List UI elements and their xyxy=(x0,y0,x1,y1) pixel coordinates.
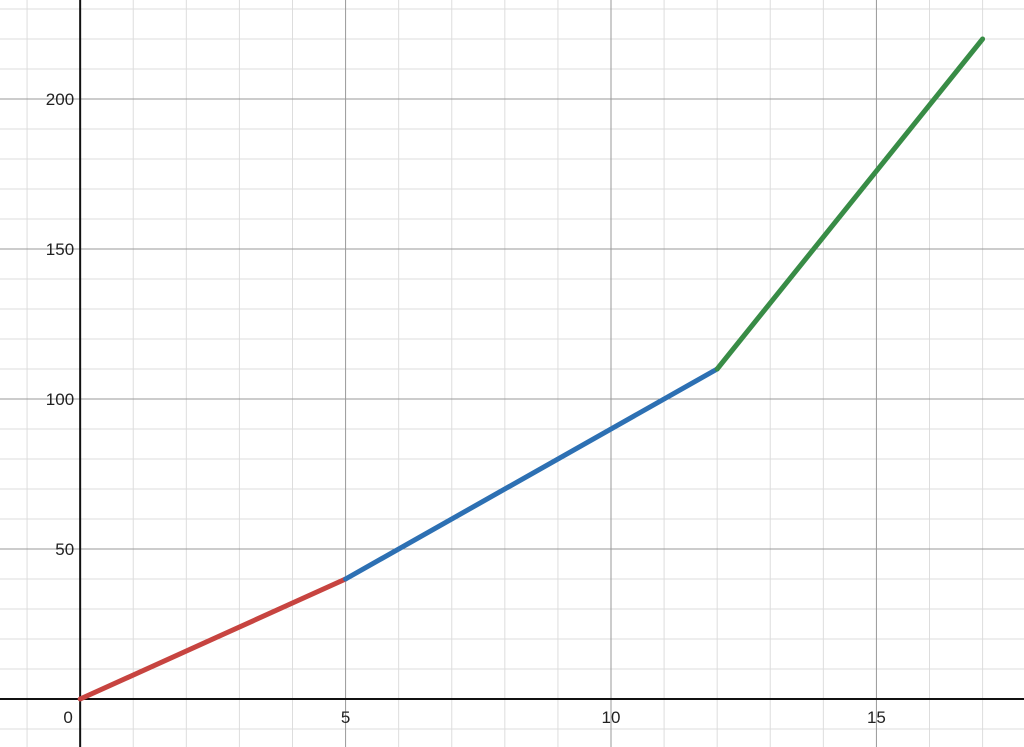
series-line-1[interactable] xyxy=(77,576,349,702)
tick-labels: 0 5 10 15 50 100 150 200 xyxy=(46,90,886,727)
series-line-3[interactable] xyxy=(714,36,986,372)
series-line-2[interactable] xyxy=(343,366,720,582)
x-tick-label: 15 xyxy=(867,708,886,727)
x-tick-label: 0 xyxy=(63,708,72,727)
y-tick-label: 150 xyxy=(46,240,74,259)
y-tick-label: 100 xyxy=(46,390,74,409)
x-tick-label: 10 xyxy=(602,708,621,727)
x-tick-label: 5 xyxy=(341,708,350,727)
y-tick-label: 200 xyxy=(46,90,74,109)
series-group xyxy=(77,36,986,702)
y-tick-label: 50 xyxy=(55,540,74,559)
